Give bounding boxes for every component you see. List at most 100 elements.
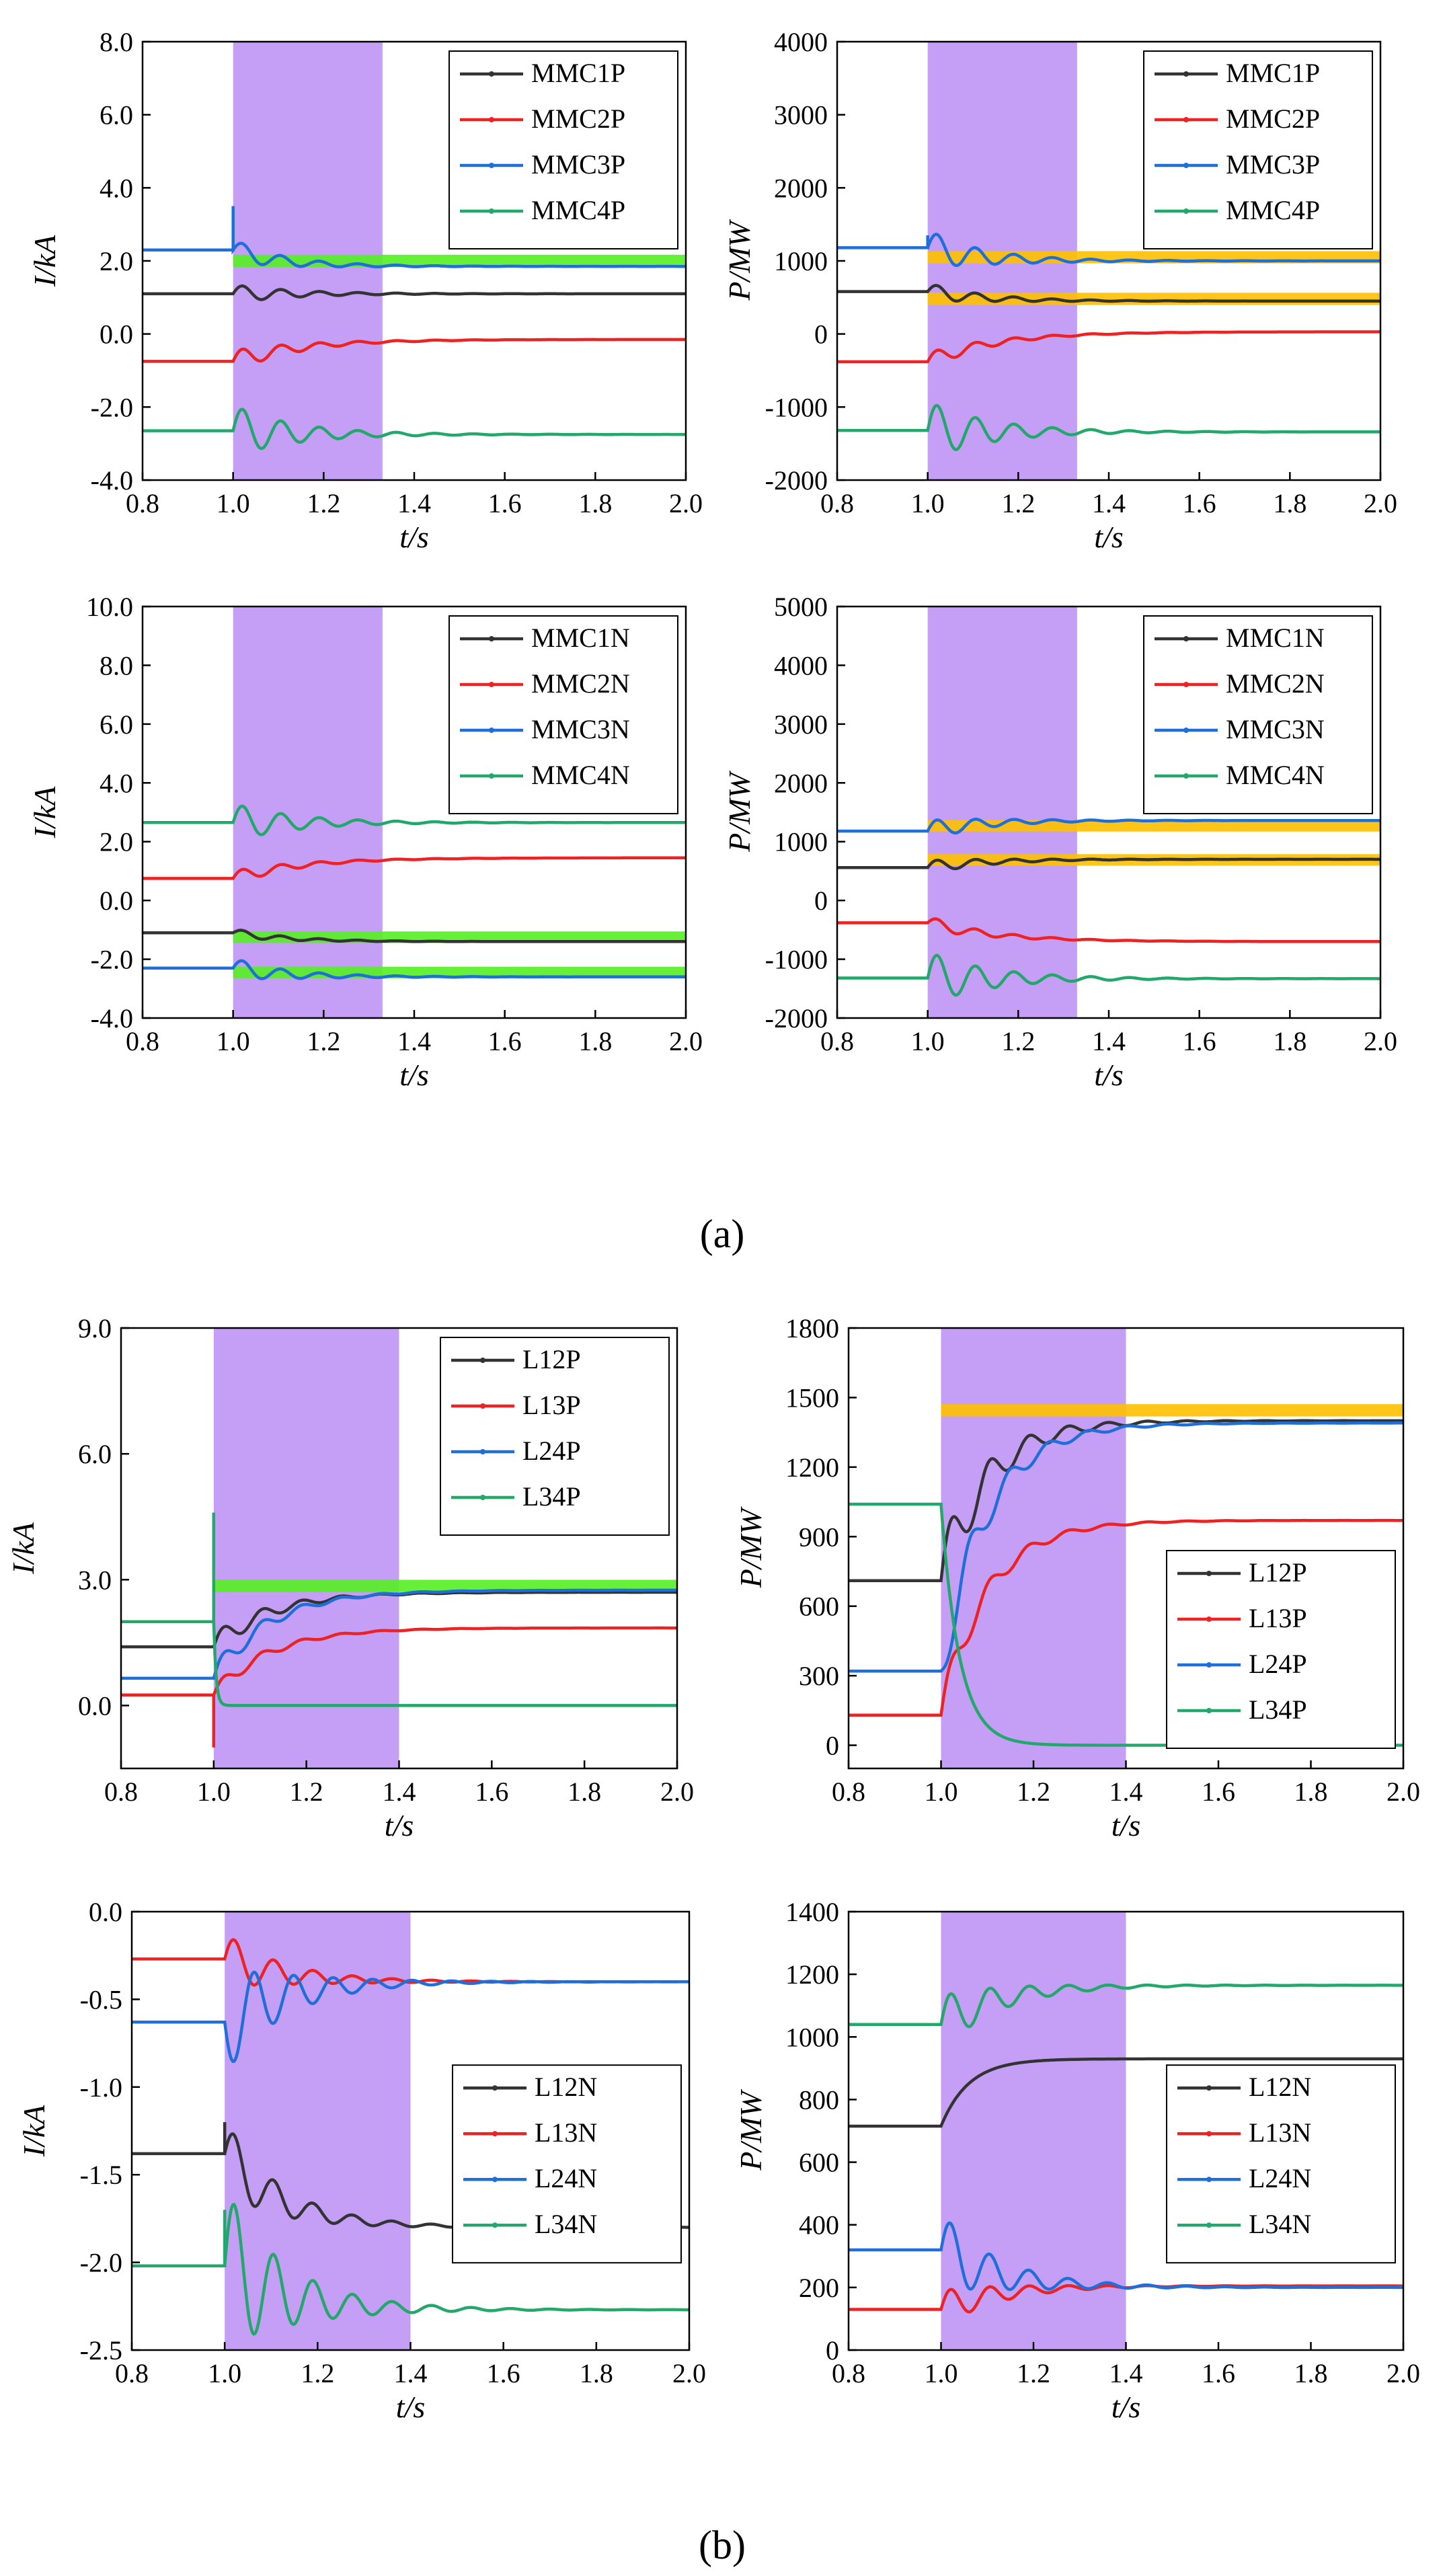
y-tick-label: 8.0 <box>100 27 133 57</box>
legend-marker <box>1206 1571 1212 1576</box>
x-tick-label: 2.0 <box>660 1777 694 1807</box>
x-tick-label: 1.8 <box>1273 488 1306 518</box>
legend-label: MMC2P <box>531 104 625 134</box>
highlight-band <box>941 1404 1403 1417</box>
x-tick-label: 1.4 <box>383 1777 416 1807</box>
legend-label: L13P <box>522 1390 581 1420</box>
legend-label: L24N <box>1249 2163 1311 2193</box>
y-tick-label: -4.0 <box>91 465 133 496</box>
x-tick-label: 1.4 <box>397 1026 431 1056</box>
series-line-MMC3P <box>837 233 1380 268</box>
x-tick-label: 2.0 <box>672 2358 706 2388</box>
legend-marker <box>1206 2131 1212 2137</box>
series-line-MMC2N <box>143 856 686 880</box>
legend-marker <box>1206 1708 1212 1713</box>
x-axis-title: t/s <box>396 2390 425 2424</box>
y-tick-label: 2.0 <box>100 246 133 276</box>
legend-marker <box>1183 682 1189 687</box>
x-axis-title: t/s <box>1111 1808 1140 1842</box>
y-axis-title: P/MW <box>734 2089 768 2171</box>
series-line-L34N <box>849 1983 1403 2029</box>
legend: L12P L13P L24P L34P <box>1166 1550 1396 1749</box>
series-line-L34N <box>132 2202 689 2336</box>
x-tick-label: 1.4 <box>397 488 431 518</box>
x-tick-label: 1.2 <box>307 488 340 518</box>
legend-label: L24P <box>1249 1649 1307 1679</box>
series-line-MMC3N <box>143 959 686 980</box>
legend-marker <box>1206 1616 1212 1622</box>
legend-marker <box>480 1495 485 1500</box>
y-tick-label: 0.0 <box>89 1897 122 1927</box>
fault-window-shade <box>233 607 383 1018</box>
y-tick-label: 1400 <box>785 1897 839 1927</box>
legend-box <box>448 50 678 249</box>
legend-label: L12P <box>522 1344 581 1374</box>
legend-box <box>1143 615 1373 814</box>
x-tick-label: 1.8 <box>1273 1026 1306 1056</box>
x-tick-label: 1.6 <box>1183 488 1216 518</box>
legend-marker <box>1183 71 1189 77</box>
legend-label: L34P <box>1249 1694 1307 1725</box>
x-tick-label: 1.6 <box>475 1777 508 1807</box>
y-tick-label: -1.0 <box>80 2072 122 2103</box>
legend-marker <box>489 636 494 641</box>
x-tick-label: 1.0 <box>911 488 945 518</box>
y-tick-label: -2000 <box>765 1003 828 1033</box>
legend: MMC1P MMC2P MMC3P MMC4P <box>448 50 678 249</box>
legend-marker <box>492 2085 498 2091</box>
legend-label: L34N <box>1249 2209 1311 2239</box>
legend-box <box>440 1337 670 1536</box>
y-tick-label: -1000 <box>765 945 828 975</box>
x-tick-label: 1.8 <box>580 2358 613 2388</box>
series-line-MMC4P <box>143 407 686 451</box>
x-axis-title: t/s <box>399 1058 428 1092</box>
series-line-MMC4N <box>837 953 1380 997</box>
chart-b4: 0.8 1.0 1.2 1.4 1.6 1.8 2.0 0 200 400 600 800 1000 12… <box>734 1897 1420 2424</box>
x-tick-label: 0.8 <box>126 1026 159 1056</box>
legend: L12N L13N L24N L34N <box>1166 2064 1396 2264</box>
fault-window-shade <box>941 1912 1126 2350</box>
legend-marker <box>1183 208 1189 214</box>
x-tick-label: 1.2 <box>290 1777 323 1807</box>
x-tick-label: 2.0 <box>1364 488 1397 518</box>
x-tick-label: 1.0 <box>197 1777 231 1807</box>
y-tick-label: 0 <box>826 1731 839 1761</box>
x-tick-label: 1.2 <box>1001 488 1035 518</box>
series-line-L13P <box>849 1518 1403 1717</box>
y-tick-label: 4000 <box>774 27 828 57</box>
series-line-MMC2N <box>837 917 1380 943</box>
legend-label: MMC4N <box>1226 760 1325 790</box>
x-tick-label: 1.6 <box>488 488 522 518</box>
chart-b3: 0.8 1.0 1.2 1.4 1.6 1.8 2.0 -2.5 -2.0 -1.5 -1.0 -0.… <box>17 1897 706 2424</box>
legend-label: L13N <box>535 2117 597 2148</box>
x-tick-label: 1.6 <box>488 1026 522 1056</box>
legend-marker <box>480 1358 485 1363</box>
legend-marker <box>1183 163 1189 168</box>
legend-label: MMC1P <box>531 58 625 88</box>
legend-label: MMC3N <box>1226 714 1325 744</box>
series-line-L34P <box>121 1512 677 1707</box>
y-tick-label: 200 <box>799 2273 839 2303</box>
y-tick-label: 2000 <box>774 173 828 203</box>
legend-label: L12P <box>1249 1557 1307 1588</box>
y-tick-label: 1000 <box>774 246 828 276</box>
legend-label: L12N <box>1249 2072 1311 2102</box>
legend-marker <box>1206 2222 1212 2228</box>
y-tick-label: 10.0 <box>86 592 133 622</box>
legend-marker <box>1206 2177 1212 2183</box>
y-tick-label: 6.0 <box>100 709 133 740</box>
x-tick-label: 1.0 <box>217 488 250 518</box>
fault-window-shade <box>941 1328 1126 1768</box>
x-tick-label: 1.4 <box>1092 1026 1126 1056</box>
legend-label: L34N <box>535 2209 597 2239</box>
x-tick-label: 1.4 <box>1109 2358 1143 2388</box>
y-tick-label: 1000 <box>785 2022 839 2052</box>
x-tick-label: 2.0 <box>1364 1026 1397 1056</box>
y-tick-label: -0.5 <box>80 1984 122 2015</box>
series-line-L24P <box>121 1588 677 1680</box>
series-line-MMC4N <box>143 804 686 836</box>
y-tick-label: -2.0 <box>80 2248 122 2278</box>
y-tick-label: 9.0 <box>78 1313 112 1343</box>
x-tick-label: 0.8 <box>126 488 159 518</box>
legend-label: L13N <box>1249 2117 1311 2148</box>
